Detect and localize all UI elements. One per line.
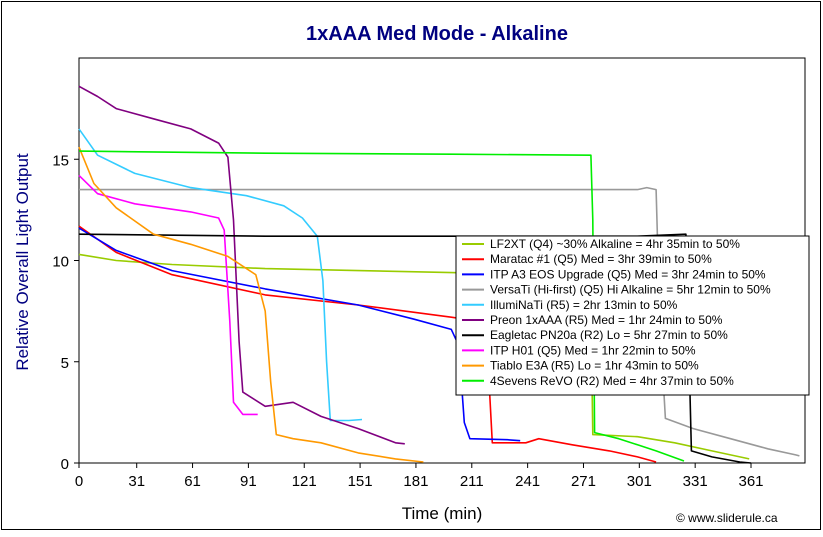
legend-label-2: Maratac #1 (Q5) Med = 3hr 39min to 50% [490, 252, 712, 266]
series-line-5 [78, 128, 363, 422]
x-axis-label: Time (min) [402, 504, 483, 523]
series-line-9 [78, 146, 424, 463]
y-axis-label: Relative Overall Light Output [13, 153, 32, 371]
x-tick-label: 91 [240, 473, 257, 490]
x-tick-label: 211 [460, 473, 484, 490]
legend-label-6: Preon 1xAAA (R5) Med = 1hr 24min to 50% [490, 313, 723, 327]
y-tick-label: 5 [61, 355, 69, 372]
x-tick-label: 151 [348, 473, 373, 490]
x-tick-label: 241 [515, 473, 540, 490]
chart-title: 1xAAA Med Mode - Alkaline [306, 23, 568, 45]
x-axis: 0 31 61 91 121 151 181 211 241 271 301 331 361 [75, 463, 764, 490]
legend-label-7: Eagletac PN20a (R2) Lo = 5hr 27min to 50… [490, 328, 728, 342]
series-line-6 [78, 85, 405, 445]
legend-label-9: Tiablo E3A (R5) Lo = 1hr 43min to 50% [490, 359, 699, 373]
y-tick-label: 10 [52, 254, 69, 271]
legend-label-5: IllumiNaTi (R5) = 2hr 13min to 50% [490, 298, 678, 312]
legend-label-8: ITP H01 (Q5) Med = 1hr 22min to 50% [490, 343, 696, 357]
x-tick-label: 121 [292, 473, 317, 490]
legend-label-10: 4Sevens ReVO (R2) Med = 4hr 37min to 50% [490, 374, 734, 388]
x-tick-label: 361 [738, 473, 763, 490]
legend: LF2XT (Q4) ~30% Alkaline = 4hr 35min to … [455, 235, 810, 396]
y-tick-label: 0 [61, 456, 69, 473]
x-tick-label: 301 [627, 473, 652, 490]
legend-box [455, 235, 810, 396]
y-tick-label: 15 [52, 152, 69, 169]
x-tick-label: 181 [403, 473, 428, 490]
x-tick-label: 0 [75, 473, 83, 490]
legend-label-4: VersaTi (Hi-first) (Q5) Hi Alkaline = 5h… [490, 283, 771, 297]
x-tick-label: 31 [128, 473, 145, 490]
y-axis: 0 5 10 15 [52, 152, 79, 473]
credit-text: © www.sliderule.ca [676, 511, 778, 525]
legend-label-1: LF2XT (Q4) ~30% Alkaline = 4hr 35min to … [490, 237, 740, 251]
series-line-8 [78, 174, 258, 416]
legend-label-3: ITP A3 EOS Upgrade (Q5) Med = 3hr 24min … [490, 267, 766, 281]
x-tick-label: 331 [683, 473, 708, 490]
x-tick-label: 271 [571, 473, 596, 490]
series-line-3 [78, 227, 521, 442]
x-tick-label: 61 [184, 473, 201, 490]
